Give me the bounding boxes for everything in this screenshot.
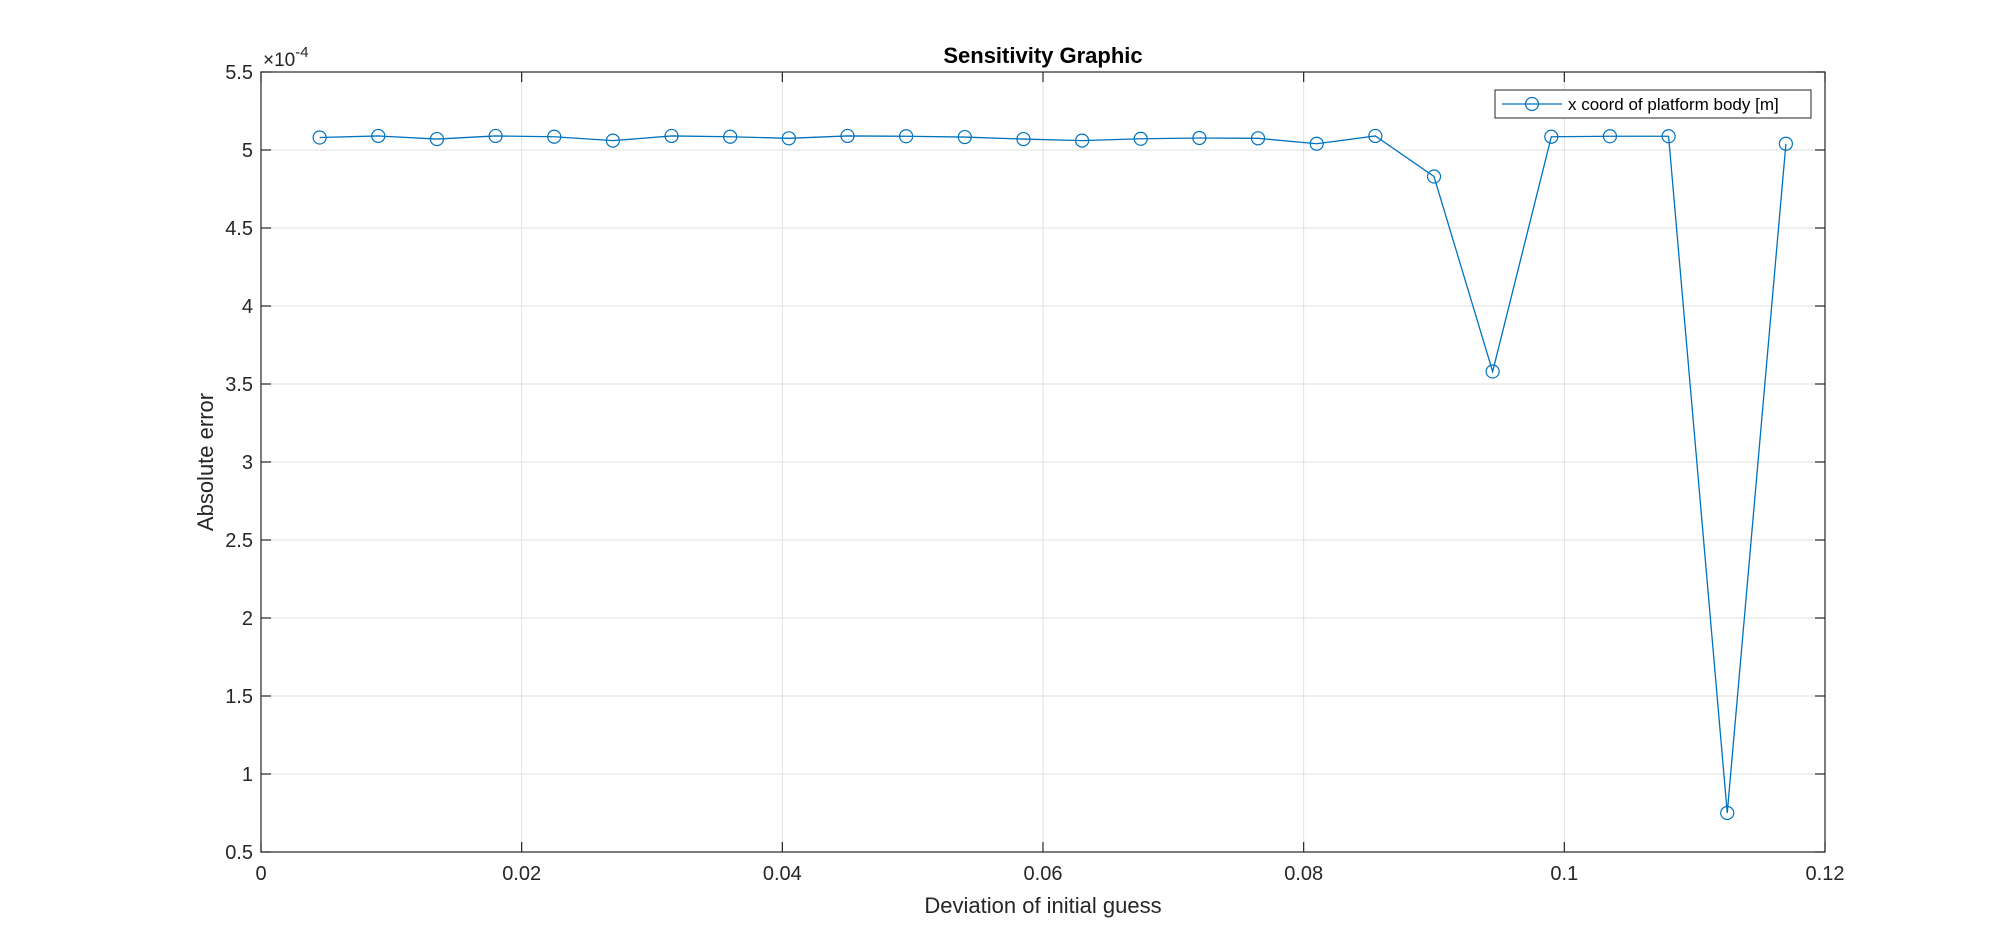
data-point — [488, 128, 503, 144]
data-point — [1426, 169, 1442, 184]
data-point — [899, 129, 914, 144]
y-tick-label: 1.5 — [225, 686, 253, 708]
y-tick-label: 3.5 — [225, 374, 253, 396]
ticks: 0 0.02 0.04 0.06 0.08 0.1 0.12 0.5 1 1.5 2 2.5 3 3.5 4… — [225, 62, 1844, 885]
data-point — [1074, 133, 1090, 148]
legend-box — [1494, 89, 1812, 119]
data-point — [1192, 130, 1207, 146]
x-tick-label: 0.06 — [1024, 863, 1063, 885]
x-tick-label: 0.1 — [1550, 863, 1578, 885]
y-tick-label: 5.5 — [225, 62, 253, 84]
legend: x coord of platform body [m] — [1494, 89, 1812, 119]
data-point — [1368, 128, 1383, 144]
y-tick-label: 1 — [242, 764, 253, 786]
y-axis-exponent-power: -4 — [295, 44, 308, 61]
y-axis-label: Absolute error — [193, 393, 218, 531]
legend-marker — [1524, 96, 1540, 112]
x-tick-label: 0.04 — [763, 863, 802, 885]
y-axis-exponent: ×10-4 — [263, 44, 309, 71]
series-line — [319, 135, 1787, 814]
x-tick-label: 0.08 — [1284, 863, 1323, 885]
data-point — [1133, 131, 1148, 146]
y-tick-label: 0.5 — [225, 842, 253, 864]
y-tick-label: 2 — [242, 608, 253, 630]
data-point — [1016, 131, 1031, 147]
data-point — [840, 128, 855, 144]
x-axis-label: Deviation of initial guess — [924, 893, 1161, 918]
x-tick-label: 0.02 — [502, 863, 541, 885]
data-point — [312, 130, 327, 145]
y-tick-label: 4 — [242, 296, 253, 318]
x-tick-label: 0.12 — [1806, 863, 1845, 885]
legend-label: x coord of platform body [m] — [1568, 95, 1779, 114]
y-tick-label: 5 — [242, 140, 253, 162]
data-point — [1544, 129, 1559, 144]
y-tick-label: 2.5 — [225, 530, 253, 552]
data-point — [547, 129, 562, 144]
x-tick-label: 0 — [255, 863, 266, 885]
data-point — [1250, 131, 1266, 146]
data-point — [664, 128, 679, 144]
data-point — [1661, 129, 1676, 144]
data-point — [1602, 129, 1618, 144]
data-point — [1309, 136, 1324, 151]
chart-title: Sensitivity Graphic — [943, 43, 1142, 68]
data-point — [1720, 805, 1735, 821]
data-point — [781, 131, 796, 146]
data-point — [957, 129, 972, 145]
data-point — [723, 129, 738, 144]
data-point — [371, 128, 386, 144]
data-point — [1778, 136, 1794, 151]
series-group — [312, 128, 1794, 821]
y-tick-label: 3 — [242, 452, 253, 474]
y-tick-label: 4.5 — [225, 218, 253, 240]
data-point — [429, 131, 445, 147]
data-point — [1485, 364, 1500, 379]
y-axis-exponent-base: ×10 — [263, 50, 295, 71]
data-point — [605, 133, 621, 148]
